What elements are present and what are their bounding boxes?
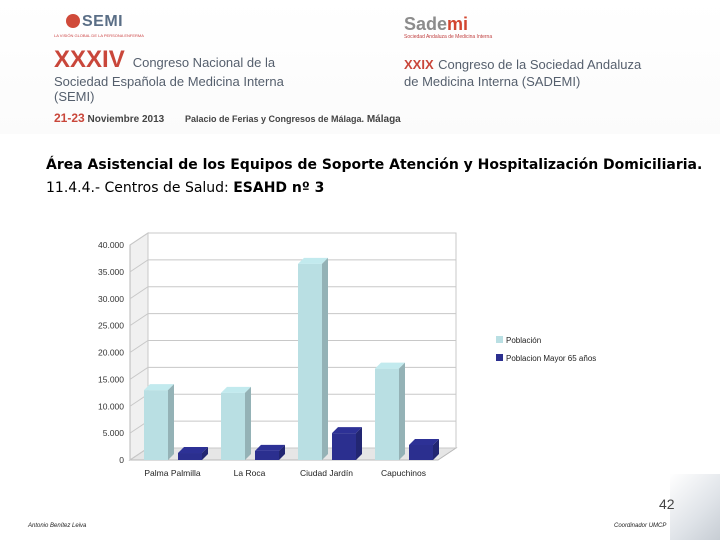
heading-line-2-prefix: 11.4.4.- Centros de Salud:	[46, 180, 234, 196]
heading-line-2-bold: ESAHD nº 3	[233, 180, 325, 196]
bar-top	[298, 257, 328, 264]
sademi-subtitle: Sociedad Andaluza de Medicina Interna	[404, 34, 493, 40]
footer-author: Antonio Benítez Leiva	[28, 523, 87, 529]
bar-front	[255, 450, 279, 460]
heading-line-1: Área Asistencial de los Equipos de Sopor…	[46, 157, 703, 173]
chart-gridline	[129, 286, 456, 300]
congress-days: 21-23	[54, 111, 85, 125]
y-tick-label: 30.000	[98, 294, 124, 304]
semi-title-2: Sociedad Española de Medicina Interna	[54, 74, 284, 89]
x-category-label: Ciudad Jardín	[300, 468, 353, 478]
bar-side	[322, 257, 328, 460]
bar-front	[221, 392, 245, 460]
sademi-congress-block: XXIX Congreso de la Sociedad Andaluza de…	[404, 56, 641, 89]
y-tick-label: 5.000	[103, 428, 125, 438]
congress-city: Málaga	[366, 114, 401, 125]
y-tick-label: 0	[119, 455, 124, 465]
semi-logo-text: SEMI	[82, 13, 124, 30]
semi-title-1: Congreso Nacional de la	[132, 55, 276, 70]
y-tick-label: 15.000	[98, 374, 124, 384]
semi-congress-number: XXXIV	[54, 46, 125, 73]
page-number: 42	[659, 496, 675, 512]
header-band	[0, 0, 720, 134]
congress-venue: Palacio de Ferias y Congresos de Málaga.	[184, 114, 365, 124]
chart-gridline	[129, 259, 456, 273]
bar-front	[375, 368, 399, 460]
legend-label: Poblacion Mayor 65 años	[506, 354, 596, 363]
sademi-title-1: Congreso de la Sociedad Andaluza	[438, 57, 642, 72]
bar-side	[356, 427, 362, 460]
bar-side	[202, 447, 208, 460]
sademi-logo-text-a: Sade	[404, 14, 448, 34]
bar-top	[144, 384, 174, 391]
y-tick-label: 20.000	[98, 348, 124, 358]
chart-gridline	[129, 313, 456, 327]
x-category-label: La Roca	[234, 468, 266, 478]
x-category-label: Capuchinos	[381, 468, 426, 478]
y-tick-label: 10.000	[98, 401, 124, 411]
bar-front	[332, 433, 356, 460]
bar-front	[409, 444, 433, 460]
bar-side	[168, 384, 174, 460]
x-category-label: Palma Palmilla	[144, 468, 200, 478]
bar-top	[375, 362, 405, 369]
congress-month-year: Noviembre 2013	[87, 114, 165, 125]
bar-chart: 0 5.000 10.000 15.000 20.000 25.000 30.000 35.0…	[78, 215, 616, 491]
sademi-title-2: de Medicina Interna (SADEMI)	[404, 74, 581, 89]
bar-side	[399, 362, 405, 460]
semi-logo-icon	[66, 14, 80, 28]
corner-decoration	[670, 474, 720, 540]
legend-label: Población	[506, 336, 541, 345]
bar-side	[433, 438, 439, 460]
congress-date-line: 21-23 Noviembre 2013 Palacio de Ferias y…	[54, 111, 401, 125]
semi-logo: SEMI	[66, 13, 123, 31]
chart-gridline	[129, 232, 456, 246]
semi-tagline: LA VISIÓN GLOBAL DE LA PERSONA ENFERMA	[54, 33, 144, 38]
bar-front	[178, 453, 202, 460]
bar-chart-svg: 0 5.000 10.000 15.000 20.000 25.000 30.000 35.0…	[98, 232, 596, 478]
y-tick-label: 35.000	[98, 267, 124, 277]
sademi-logo: Sademi	[404, 14, 468, 35]
bar-front	[298, 263, 322, 460]
bar-top	[332, 427, 362, 434]
sademi-congress-number: XXIX	[404, 57, 434, 72]
bar-side	[245, 386, 251, 460]
chart-gridline	[129, 366, 456, 380]
bar-side	[279, 444, 285, 460]
sademi-logo-text-b: mi	[447, 14, 469, 34]
semi-title-3: (SEMI)	[54, 89, 95, 104]
bar-top	[178, 447, 208, 454]
bar-front	[144, 390, 168, 460]
legend-swatch	[496, 354, 503, 361]
bar-top	[221, 386, 251, 393]
slide-heading: Área Asistencial de los Equipos de Sopor…	[46, 154, 702, 200]
chart-gridline	[129, 340, 456, 353]
bar-top	[409, 438, 439, 445]
y-tick-label: 25.000	[98, 321, 124, 331]
bar-top	[255, 444, 285, 451]
footer-role: Coordinador UMCP	[614, 523, 667, 529]
y-tick-label: 40.000	[98, 240, 124, 250]
legend-swatch	[496, 336, 503, 343]
semi-congress-block: XXXIV Congreso Nacional de la Sociedad E…	[54, 46, 284, 104]
